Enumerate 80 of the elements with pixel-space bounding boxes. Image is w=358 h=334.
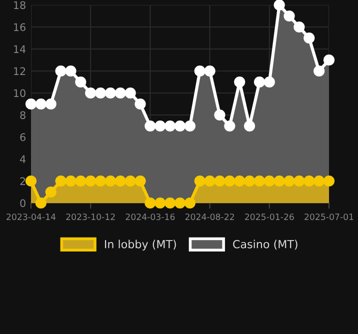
point (25, 175, 37, 187)
point (144, 120, 156, 132)
point (94, 175, 106, 187)
point (75, 175, 86, 187)
point (314, 65, 325, 77)
point (274, 0, 285, 11)
y-tick-label: 18 (14, 1, 26, 10)
point (164, 120, 176, 132)
point (104, 175, 116, 187)
point (134, 175, 146, 187)
point (323, 54, 335, 66)
point (214, 175, 226, 187)
point (244, 175, 256, 187)
point (234, 76, 246, 88)
point (264, 76, 275, 88)
point (144, 197, 156, 209)
point (85, 87, 96, 99)
point (35, 197, 46, 209)
point (304, 175, 315, 187)
point (184, 197, 196, 209)
point (323, 175, 335, 187)
y-tick-label: 12 (14, 67, 26, 75)
point (154, 120, 166, 132)
point (174, 120, 186, 132)
point (284, 10, 295, 22)
point (234, 175, 246, 187)
point (194, 175, 206, 187)
point (124, 87, 136, 99)
point (294, 21, 305, 33)
point (85, 175, 96, 187)
point (25, 98, 37, 110)
point (224, 120, 236, 132)
point (104, 87, 116, 99)
point (75, 76, 86, 88)
point (254, 76, 266, 88)
point (114, 175, 126, 187)
y-tick-label: 16 (14, 23, 26, 32)
y-tick-label: 8 (20, 111, 26, 120)
y-tick-label: 2 (20, 177, 26, 185)
y-tick-label: 6 (20, 133, 26, 142)
point (304, 32, 315, 44)
y-tick-label: 0 (20, 199, 26, 208)
legend-label: Casino (MT) (233, 240, 298, 250)
point (134, 98, 146, 110)
point (154, 197, 166, 209)
point (45, 186, 56, 198)
point (314, 175, 325, 187)
y-tick-label: 14 (14, 45, 26, 53)
x-tick-label: 2025-07-01 (304, 214, 354, 220)
point (164, 197, 176, 209)
point (204, 175, 216, 187)
point (174, 197, 186, 209)
point (294, 175, 305, 187)
point (65, 175, 76, 187)
point (204, 65, 216, 77)
legend-label: In lobby (MT) (104, 240, 176, 250)
point (224, 175, 236, 187)
x-tick-label: 2024-08-22 (185, 214, 234, 220)
x-tick-label: 2024-03-16 (126, 214, 175, 220)
point (114, 87, 126, 99)
point (94, 87, 106, 99)
y-tick-label: 10 (14, 89, 26, 98)
point (254, 175, 266, 187)
point (284, 175, 295, 187)
point (65, 65, 76, 77)
point (55, 175, 66, 187)
point (264, 175, 275, 187)
x-tick-label: 2025-01-26 (245, 214, 294, 220)
point (45, 98, 56, 110)
point (194, 65, 206, 77)
x-tick-label: 2023-10-12 (66, 214, 115, 220)
point (244, 120, 256, 132)
point (274, 175, 285, 187)
point (35, 98, 46, 110)
point (124, 175, 136, 187)
point (214, 109, 226, 121)
point (184, 120, 196, 132)
x-tick-label: 2023-04-14 (6, 214, 56, 220)
y-tick-label: 4 (20, 155, 26, 163)
point (55, 65, 66, 77)
